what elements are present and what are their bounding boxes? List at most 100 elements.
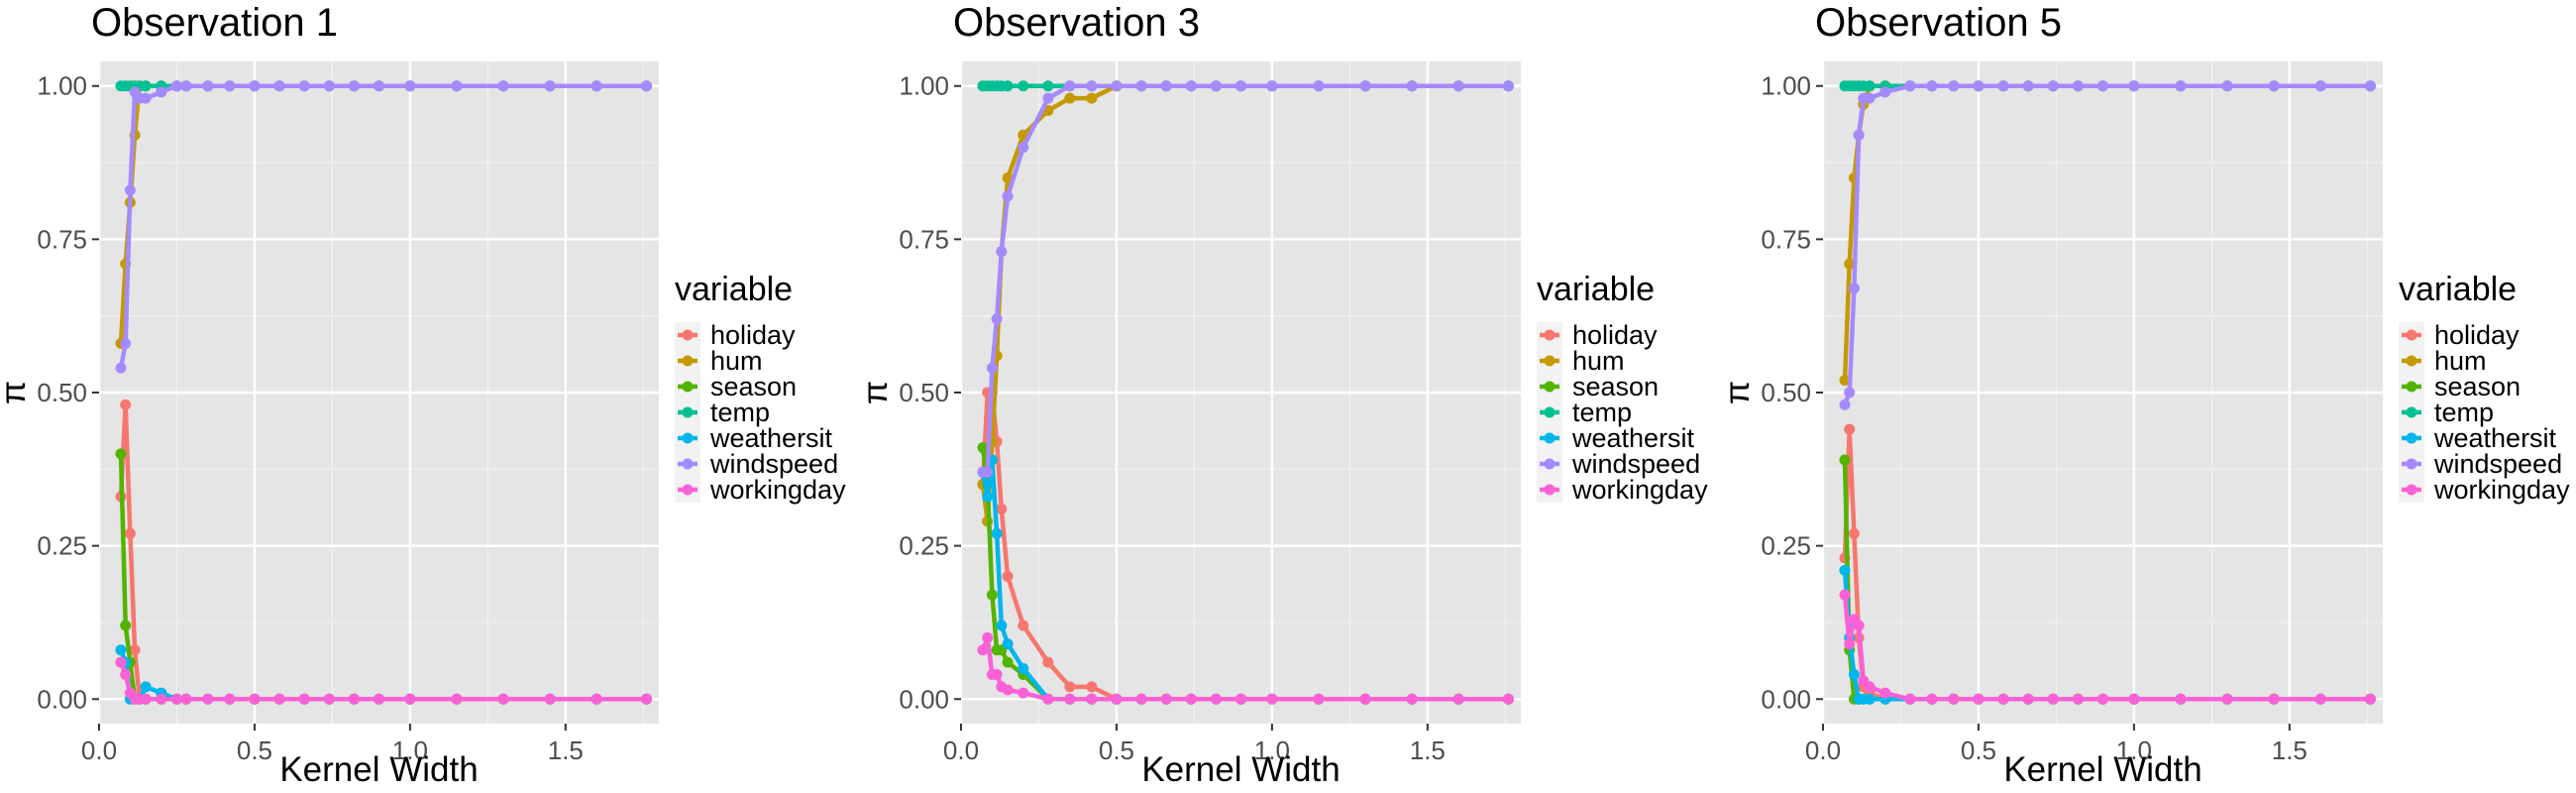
data-point-workingday [180,693,192,705]
data-point-windspeed [1502,80,1514,92]
data-point-windspeed [249,80,261,92]
data-point-temp [1042,80,1054,92]
legend-label: season [710,372,797,401]
data-point-workingday [1064,693,1076,705]
data-point-holiday [1042,656,1054,668]
y-axis-title: π [1718,381,1757,404]
legend-label: hum [710,346,763,376]
data-point-windspeed [2128,80,2140,92]
data-point-workingday [170,693,182,705]
data-point-workingday [298,693,310,705]
legend-item-weathersit: weathersit [2399,423,2557,453]
data-point-windspeed [2221,80,2233,92]
data-point-workingday [451,693,463,705]
data-point-weathersit [140,681,152,693]
legend-key-point [682,458,694,470]
legend-title: variable [2399,271,2517,308]
legend-label: season [1572,372,1659,401]
data-point-windspeed [1848,283,1860,294]
legend-label: windspeed [709,449,838,479]
data-point-workingday [249,693,261,705]
legend-item-holiday: holiday [675,320,796,350]
data-point-windspeed [996,246,1008,258]
data-point-weathersit [1002,638,1014,650]
data-point-workingday [2022,693,2034,705]
legend-item-season: season [2399,372,2521,401]
data-point-workingday [1210,693,1222,705]
y-tick-label: 0.25 [1761,531,1811,561]
data-point-season [1839,454,1851,466]
data-point-workingday [1879,687,1891,699]
x-tick-label: 1.5 [2272,736,2308,765]
data-point-hum [1064,92,1076,104]
legend-key-point [2406,381,2417,393]
data-point-windspeed [1086,80,1098,92]
data-point-windspeed [1210,80,1222,92]
x-tick-label: 1.5 [1410,736,1446,765]
legend-key-point [1544,432,1556,444]
series-line-windspeed [1842,83,2373,407]
data-point-holiday [1064,681,1076,693]
chart-panel-1: Observation 1 0.0 0.5 1.0 1.5 0.00 0.25 0.50 0.7… [0,1,846,789]
data-point-windspeed [544,80,556,92]
y-tick-label: 1.00 [899,71,949,101]
data-point-temp [1018,80,1029,92]
legend-key-point [1544,355,1556,367]
data-point-windspeed [1973,80,1985,92]
legend-item-weathersit: weathersit [1537,423,1695,453]
data-point-workingday [156,693,167,705]
legend-title: variable [675,271,793,308]
data-point-hum [1086,92,1098,104]
data-point-workingday [1853,620,1865,631]
data-point-workingday [982,631,994,643]
legend-item-workingday: workingday [675,475,846,505]
data-point-workingday [1502,693,1514,705]
data-point-windspeed [323,80,335,92]
data-point-weathersit [996,620,1008,631]
legend: variable holidayhumseasontempweathersitwi… [2399,271,2570,505]
data-point-workingday [115,656,127,668]
data-point-workingday [2314,693,2326,705]
data-point-windspeed [1406,80,1418,92]
x-tick-label: 1.0 [1254,736,1290,765]
data-point-workingday [1406,693,1418,705]
y-axis-title: π [0,381,33,404]
data-point-workingday [1359,693,1371,705]
data-point-windspeed [1002,190,1014,202]
data-point-windspeed [1135,80,1147,92]
y-tick-label: 0.25 [37,531,87,561]
data-point-windspeed [2314,80,2326,92]
data-point-workingday [2175,693,2187,705]
data-point-windspeed [2097,80,2108,92]
legend-key-point [682,329,694,341]
data-point-weathersit [1839,564,1851,576]
data-point-windspeed [982,466,994,478]
data-point-windspeed [1185,80,1197,92]
data-point-workingday [323,693,335,705]
x-tick-label: 0.0 [81,736,117,765]
data-point-workingday [1135,693,1147,705]
data-point-windspeed [1042,92,1054,104]
data-point-windspeed [1235,80,1246,92]
data-point-workingday [977,644,989,656]
data-point-windspeed [1864,92,1876,104]
x-tick-label: 1.0 [392,736,428,765]
data-point-workingday [2221,693,2233,705]
data-point-windspeed [115,362,127,374]
data-point-windspeed [451,80,463,92]
x-tick-label: 0.5 [237,736,272,765]
data-point-workingday [1997,693,2009,705]
data-point-holiday [120,398,132,410]
legend-item-holiday: holiday [2399,320,2520,350]
series-windspeed [115,80,652,374]
data-point-weathersit [115,644,127,656]
legend-item-windspeed: windspeed [675,449,838,479]
data-point-workingday [348,693,360,705]
data-point-workingday [544,693,556,705]
data-point-season [1002,656,1014,668]
data-point-workingday [640,693,652,705]
data-point-holiday [1002,571,1014,583]
data-point-workingday [1844,638,1856,650]
legend-label: windspeed [1571,449,1700,479]
